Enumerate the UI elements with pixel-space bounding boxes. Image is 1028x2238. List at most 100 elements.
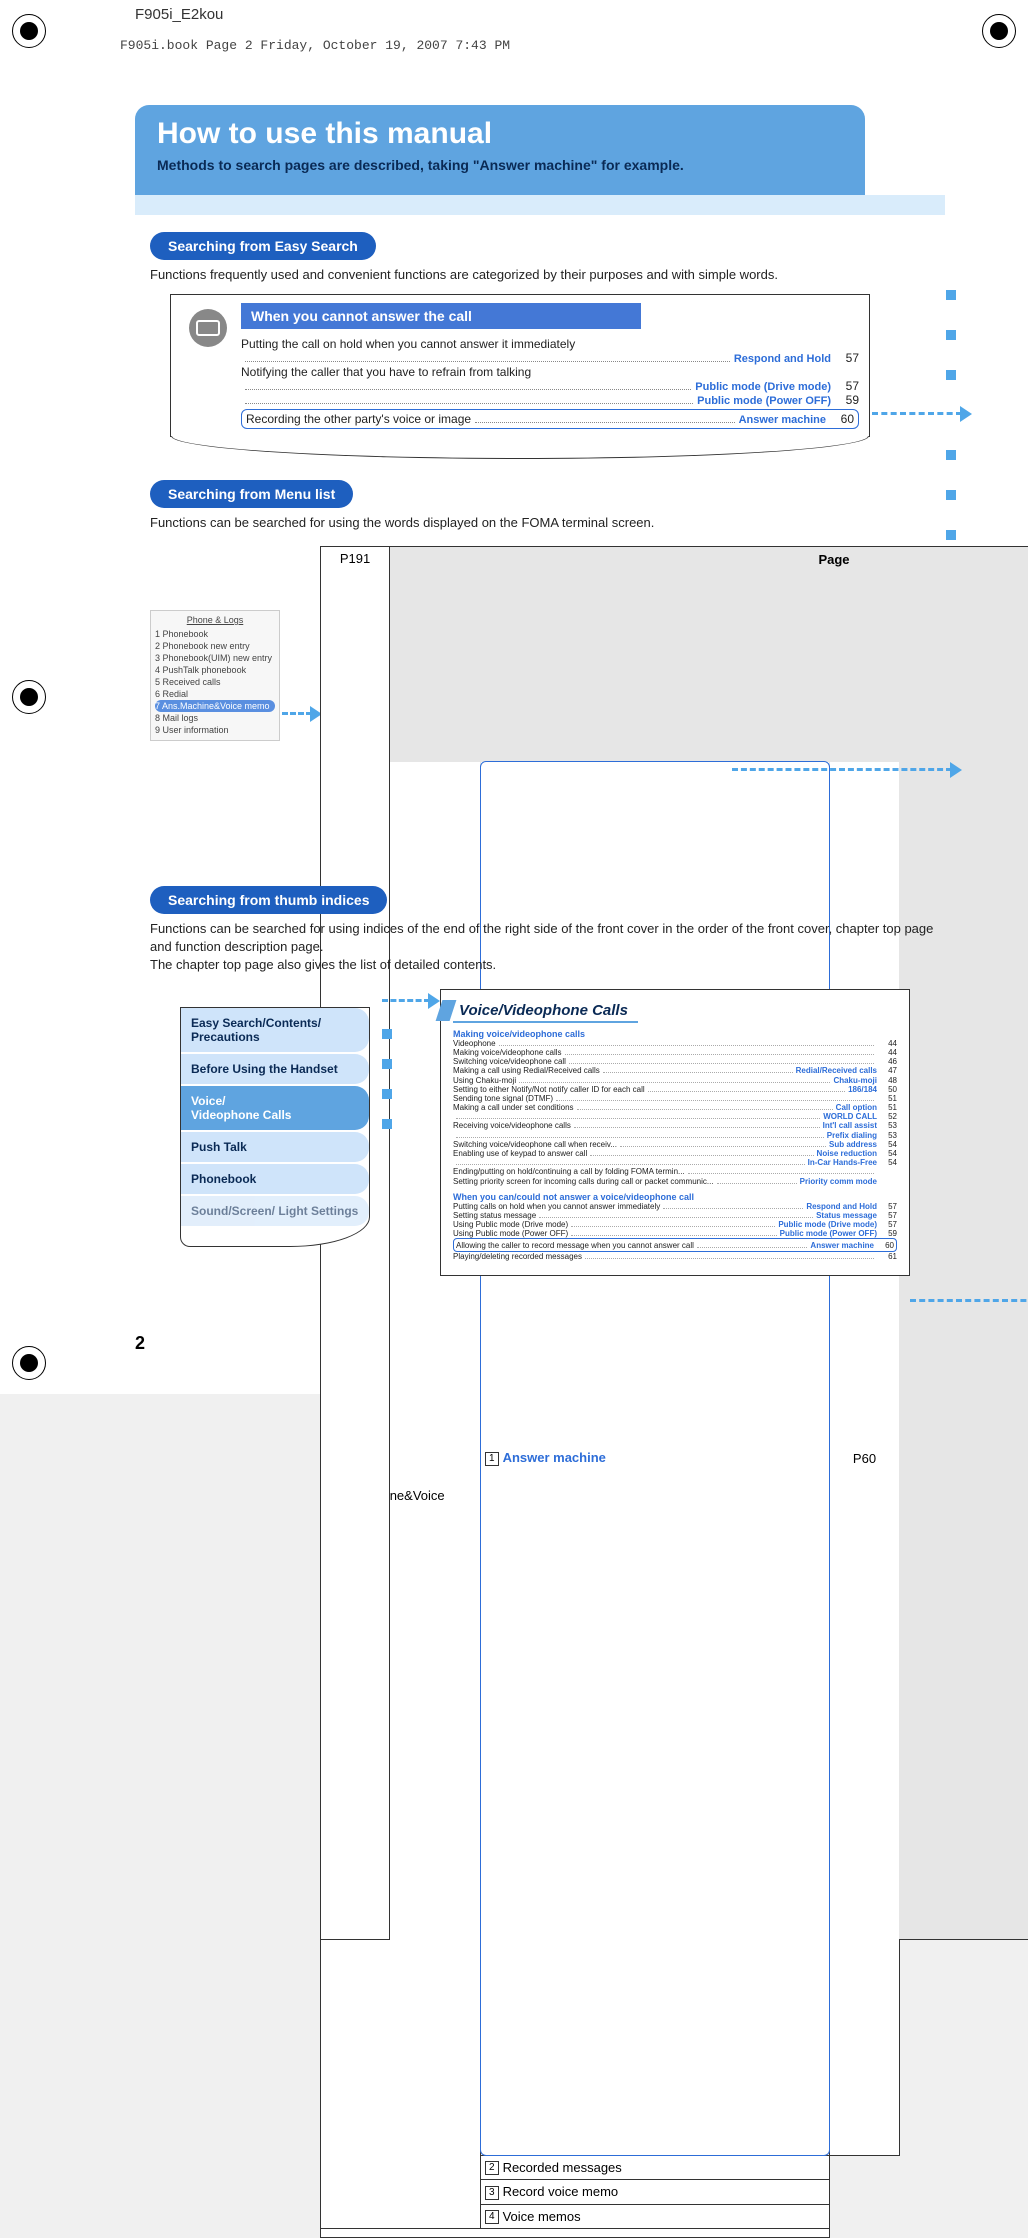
menu-table: Menu Page 1PhonebookP77 2Phonebook new e…: [320, 587, 900, 2238]
doc-id: F905i_E2kou: [135, 6, 223, 23]
detail-page: 50: [877, 1085, 897, 1094]
detail-label: Putting calls on hold when you cannot an…: [453, 1202, 660, 1211]
dash-marker: [946, 530, 956, 540]
table-row: P191: [321, 2229, 900, 2238]
toc-link[interactable]: Answer machine: [739, 414, 826, 426]
detail-row: Using Public mode (Drive mode)Public mod…: [453, 1220, 897, 1229]
section-thumb-indices: Searching from thumb indices Functions c…: [150, 886, 940, 1339]
toc-page: 57: [831, 379, 859, 393]
detail-row: Using Chaku-mojiChaku-moji48: [453, 1075, 897, 1084]
detail-link[interactable]: Sub address: [829, 1140, 877, 1149]
dash-marker: [382, 1029, 392, 1039]
detail-page: 47: [877, 1066, 897, 1075]
detail-link[interactable]: Respond and Hold: [806, 1202, 877, 1211]
phone-menu-item: 5 Received calls: [155, 676, 275, 688]
detail-label: Allowing the caller to record message wh…: [456, 1241, 694, 1250]
detail-link[interactable]: Redial/Received calls: [796, 1066, 877, 1075]
arrow-icon: [382, 999, 430, 1003]
detail-row: Videophone44: [453, 1039, 897, 1048]
detail-link[interactable]: Noise reduction: [817, 1149, 877, 1158]
arrow-icon: [872, 412, 962, 416]
detail-page: 54: [877, 1158, 897, 1167]
phone-menu-mock: Phone & Logs 1 Phonebook 2 Phonebook new…: [150, 610, 280, 741]
detail-page: 54: [877, 1149, 897, 1158]
dash-marker: [382, 1089, 392, 1099]
detail-label: Setting status message: [453, 1211, 536, 1220]
detail-row: Switching voice/videophone call46: [453, 1057, 897, 1066]
toc-line: Public mode (Power OFF) 59: [241, 393, 859, 407]
detail-link[interactable]: Answer machine: [810, 1241, 874, 1250]
dash-marker: [382, 1119, 392, 1129]
detail-link[interactable]: Call option: [836, 1103, 877, 1112]
detail-row: Putting calls on hold when you cannot an…: [453, 1202, 897, 1211]
toc-page: 59: [831, 393, 859, 407]
detail-label: Playing/deleting recorded messages: [453, 1252, 582, 1261]
thumb-tab[interactable]: Phonebook: [181, 1164, 369, 1194]
toc-line-highlight: Recording the other party's voice or ima…: [241, 409, 859, 429]
detail-row: Setting status message Status message57: [453, 1211, 897, 1220]
menu-label-highlight[interactable]: Answer machine: [503, 1450, 606, 1465]
detail-link[interactable]: Chaku-moji: [833, 1076, 877, 1085]
detail-row: Making voice/videophone calls44: [453, 1048, 897, 1057]
thumb-tab[interactable]: Before Using the Handset: [181, 1054, 369, 1084]
detail-link[interactable]: 186/184: [848, 1085, 877, 1094]
tape-icon: [189, 309, 227, 347]
detail-link[interactable]: Public mode (Drive mode): [778, 1220, 877, 1229]
detail-label: Receiving voice/videophone calls: [453, 1121, 571, 1130]
page-number: 2: [135, 1333, 145, 1354]
chapter-detail: Voice/Videophone Calls Making voice/vide…: [440, 989, 910, 1276]
detail-row: Ending/putting on hold/continuing a call…: [453, 1167, 897, 1176]
page-title: How to use this manual: [157, 117, 843, 151]
thumb-tab[interactable]: Push Talk: [181, 1132, 369, 1162]
toc-link[interactable]: Public mode (Power OFF): [697, 395, 831, 407]
detail-row: In-Car Hands-Free54: [453, 1158, 897, 1167]
menu-table-area: Phonebook & Logs Menu Page 1PhonebookP77…: [320, 546, 900, 2238]
dash-marker: [946, 450, 956, 460]
detail-row: Allowing the caller to record message wh…: [453, 1238, 897, 1251]
phone-menu-item: 2 Phonebook new entry: [155, 640, 275, 652]
detail-row: Playing/deleting recorded messages 61: [453, 1252, 897, 1261]
detail-row: Switching voice/videophone call when rec…: [453, 1140, 897, 1149]
phone-menu-item: 3 Phonebook(UIM) new entry: [155, 652, 275, 664]
phone-menu-item-selected: 7 Ans.Machine&Voice memo: [155, 700, 275, 712]
detail-link[interactable]: WORLD CALL: [823, 1112, 877, 1121]
detail-row: Making a call under set conditions Call o…: [453, 1103, 897, 1112]
detail-link[interactable]: Prefix dialing: [827, 1131, 877, 1140]
section-heading: Searching from thumb indices: [150, 886, 387, 914]
section-heading: Searching from Menu list: [150, 480, 353, 508]
toc-link[interactable]: Public mode (Drive mode): [695, 381, 831, 393]
detail-page: 57: [877, 1211, 897, 1220]
toc-label: Putting the call on hold when you cannot…: [241, 337, 575, 351]
detail-page: 51: [877, 1103, 897, 1112]
detail-label: Switching voice/videophone call: [453, 1057, 566, 1066]
detail-link[interactable]: Status message: [816, 1211, 877, 1220]
toc-label: Recording the other party's voice or ima…: [246, 412, 471, 426]
thumb-tab[interactable]: Sound/Screen/ Light Settings: [181, 1196, 369, 1226]
detail-label: Making a call under set conditions: [453, 1103, 574, 1112]
thumb-tab-active[interactable]: Voice/ Videophone Calls: [181, 1086, 369, 1130]
phone-menu-item: 9 User information: [155, 724, 275, 736]
detail-page: 53: [877, 1131, 897, 1140]
arrow-icon: [282, 712, 312, 716]
detail-link[interactable]: Public mode (Power OFF): [780, 1229, 877, 1238]
detail-page: 57: [877, 1202, 897, 1211]
crop-mark-icon: [12, 14, 46, 48]
toc-link[interactable]: Respond and Hold: [734, 353, 831, 365]
toc-line: Notifying the caller that you have to re…: [241, 365, 859, 379]
toc-line: Public mode (Drive mode) 57: [241, 379, 859, 393]
detail-row: Using Public mode (Power OFF)Public mode…: [453, 1229, 897, 1238]
section-easy-search: Searching from Easy Search Functions fre…: [150, 232, 940, 437]
detail-link[interactable]: Int'l call assist: [823, 1121, 877, 1130]
detail-page: 57: [877, 1220, 897, 1229]
detail-row: Enabling use of keypad to answer callNoi…: [453, 1149, 897, 1158]
detail-label: Videophone: [453, 1039, 496, 1048]
dash-marker: [946, 290, 956, 300]
detail-label: Making voice/videophone calls: [453, 1048, 562, 1057]
thumb-tab[interactable]: Easy Search/Contents/ Precautions: [181, 1008, 369, 1052]
detail-link[interactable]: In-Car Hands-Free: [808, 1158, 877, 1167]
section-desc: Functions can be searched for using indi…: [150, 920, 940, 975]
manual-page: F905i_E2kou F905i.book Page 2 Friday, Oc…: [0, 0, 1028, 1394]
detail-link[interactable]: Priority comm mode: [800, 1177, 877, 1186]
key-icon: 4: [485, 2210, 499, 2224]
detail-page: 61: [877, 1252, 897, 1261]
